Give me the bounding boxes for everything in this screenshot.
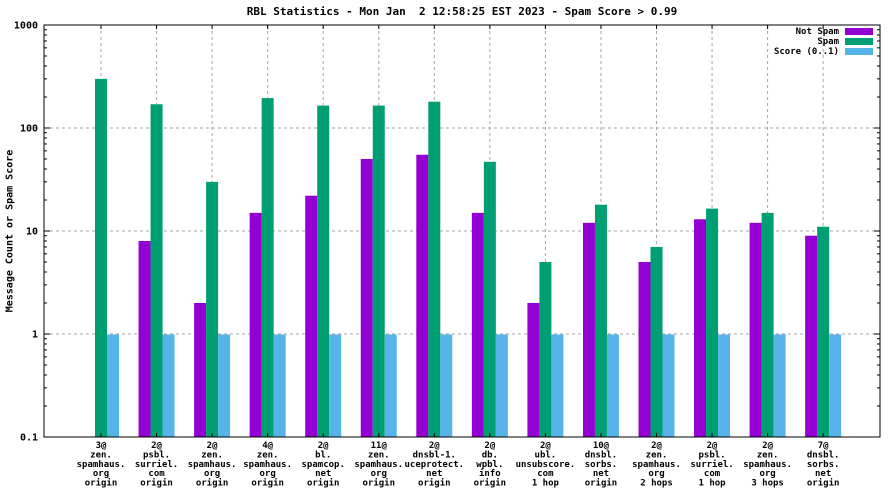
bar-spam-5 <box>372 105 385 437</box>
bar-spam-1 <box>150 104 163 437</box>
legend-swatch <box>845 28 873 35</box>
bar-not-spam-7 <box>471 212 484 437</box>
bar-spam-9 <box>594 204 607 437</box>
x-tick-label: 2@ psbl. surriel. com origin <box>135 441 178 489</box>
bar-score-0-1-11 <box>718 334 731 437</box>
bar-spam-11 <box>706 208 719 437</box>
bar-not-spam-13 <box>805 235 818 437</box>
bar-not-spam-11 <box>694 219 707 437</box>
legend: Not Spam Spam Score (0..1) <box>773 26 873 57</box>
bar-spam-13 <box>817 226 830 437</box>
x-tick-label: 2@ psbl. surriel. com 1 hop <box>690 441 733 489</box>
legend-swatch <box>845 48 873 55</box>
bar-score-0-1-7 <box>495 334 508 437</box>
bar-score-0-1-2 <box>218 334 231 437</box>
x-tick-label: 2@ zen. spamhaus. org 3 hops <box>743 441 792 489</box>
bar-score-0-1-0 <box>107 334 119 437</box>
bar-score-0-1-3 <box>273 334 286 437</box>
x-tick-label: 2@ db. wpbl. info origin <box>474 441 507 489</box>
bar-score-0-1-12 <box>773 334 786 437</box>
bar-not-spam-9 <box>582 222 595 437</box>
bar-not-spam-4 <box>305 195 318 437</box>
bar-spam-4 <box>317 105 330 437</box>
legend-item-spam: Spam <box>774 36 873 47</box>
bar-score-0-1-5 <box>384 334 397 437</box>
legend-label: Score (0..1) <box>773 46 839 57</box>
bar-not-spam-6 <box>416 154 429 437</box>
bar-not-spam-12 <box>749 222 762 437</box>
bar-spam-3 <box>261 98 274 437</box>
bar-not-spam-8 <box>527 302 540 437</box>
bar-score-0-1-9 <box>606 334 619 437</box>
x-tick-label: 7@ dnsbl. sorbs. net origin <box>807 441 840 489</box>
x-tick-label: 11@ zen. spamhaus. org origin <box>354 441 403 489</box>
bar-score-0-1-10 <box>662 334 675 437</box>
bar-score-0-1-6 <box>440 334 453 437</box>
bar-score-0-1-4 <box>329 334 342 437</box>
bar-spam-10 <box>650 246 663 437</box>
bar-not-spam-2 <box>194 302 207 437</box>
y-tick-label: 100 <box>20 124 38 135</box>
legend-swatch <box>845 38 873 45</box>
x-tick-label: 2@ zen. spamhaus. org 2 hops <box>632 441 681 489</box>
bar-not-spam-10 <box>638 262 651 437</box>
bar-score-0-1-8 <box>551 334 564 437</box>
bar-not-spam-3 <box>249 212 262 437</box>
legend-label: Not Spam <box>795 26 839 37</box>
x-tick-label: 2@ bl. spamcop. net origin <box>302 441 345 489</box>
bar-not-spam-1 <box>138 240 151 437</box>
y-tick-label: 1000 <box>14 21 38 32</box>
x-tick-label: 2@ dnsbl-1. uceprotect. net origin <box>404 441 464 489</box>
x-tick-label: 2@ zen. spamhaus. org origin <box>188 441 237 489</box>
x-tick-label: 4@ zen. spamhaus. org origin <box>243 441 292 489</box>
bar-spam-0 <box>95 78 107 438</box>
bar-score-0-1-13 <box>829 334 842 437</box>
y-tick-label: 0.1 <box>20 433 38 444</box>
y-tick-label: 10 <box>26 227 38 238</box>
bar-not-spam-5 <box>360 159 373 437</box>
bar-spam-12 <box>761 212 774 437</box>
chart-title: RBL Statistics - Mon Jan 2 12:58:25 EST … <box>246 5 678 18</box>
bar-score-0-1-1 <box>162 334 175 437</box>
y-tick-label: 1 <box>32 330 38 341</box>
legend-item-not-spam: Not Spam <box>774 26 873 37</box>
legend-item-score-0-1: Score (0..1) <box>773 46 873 57</box>
bar-spam-8 <box>539 262 552 437</box>
bar-spam-7 <box>483 161 496 437</box>
bar-spam-2 <box>206 181 219 437</box>
x-tick-label: 2@ ubl. unsubscore. com 1 hop <box>516 441 576 489</box>
plot-border <box>43 24 881 438</box>
x-tick-label: 3@ zen. spamhaus. org origin <box>77 441 126 489</box>
x-tick-label: 10@ dnsbl. sorbs. net origin <box>585 441 618 489</box>
bar-spam-6 <box>428 101 441 437</box>
legend-label: Spam <box>817 36 839 47</box>
